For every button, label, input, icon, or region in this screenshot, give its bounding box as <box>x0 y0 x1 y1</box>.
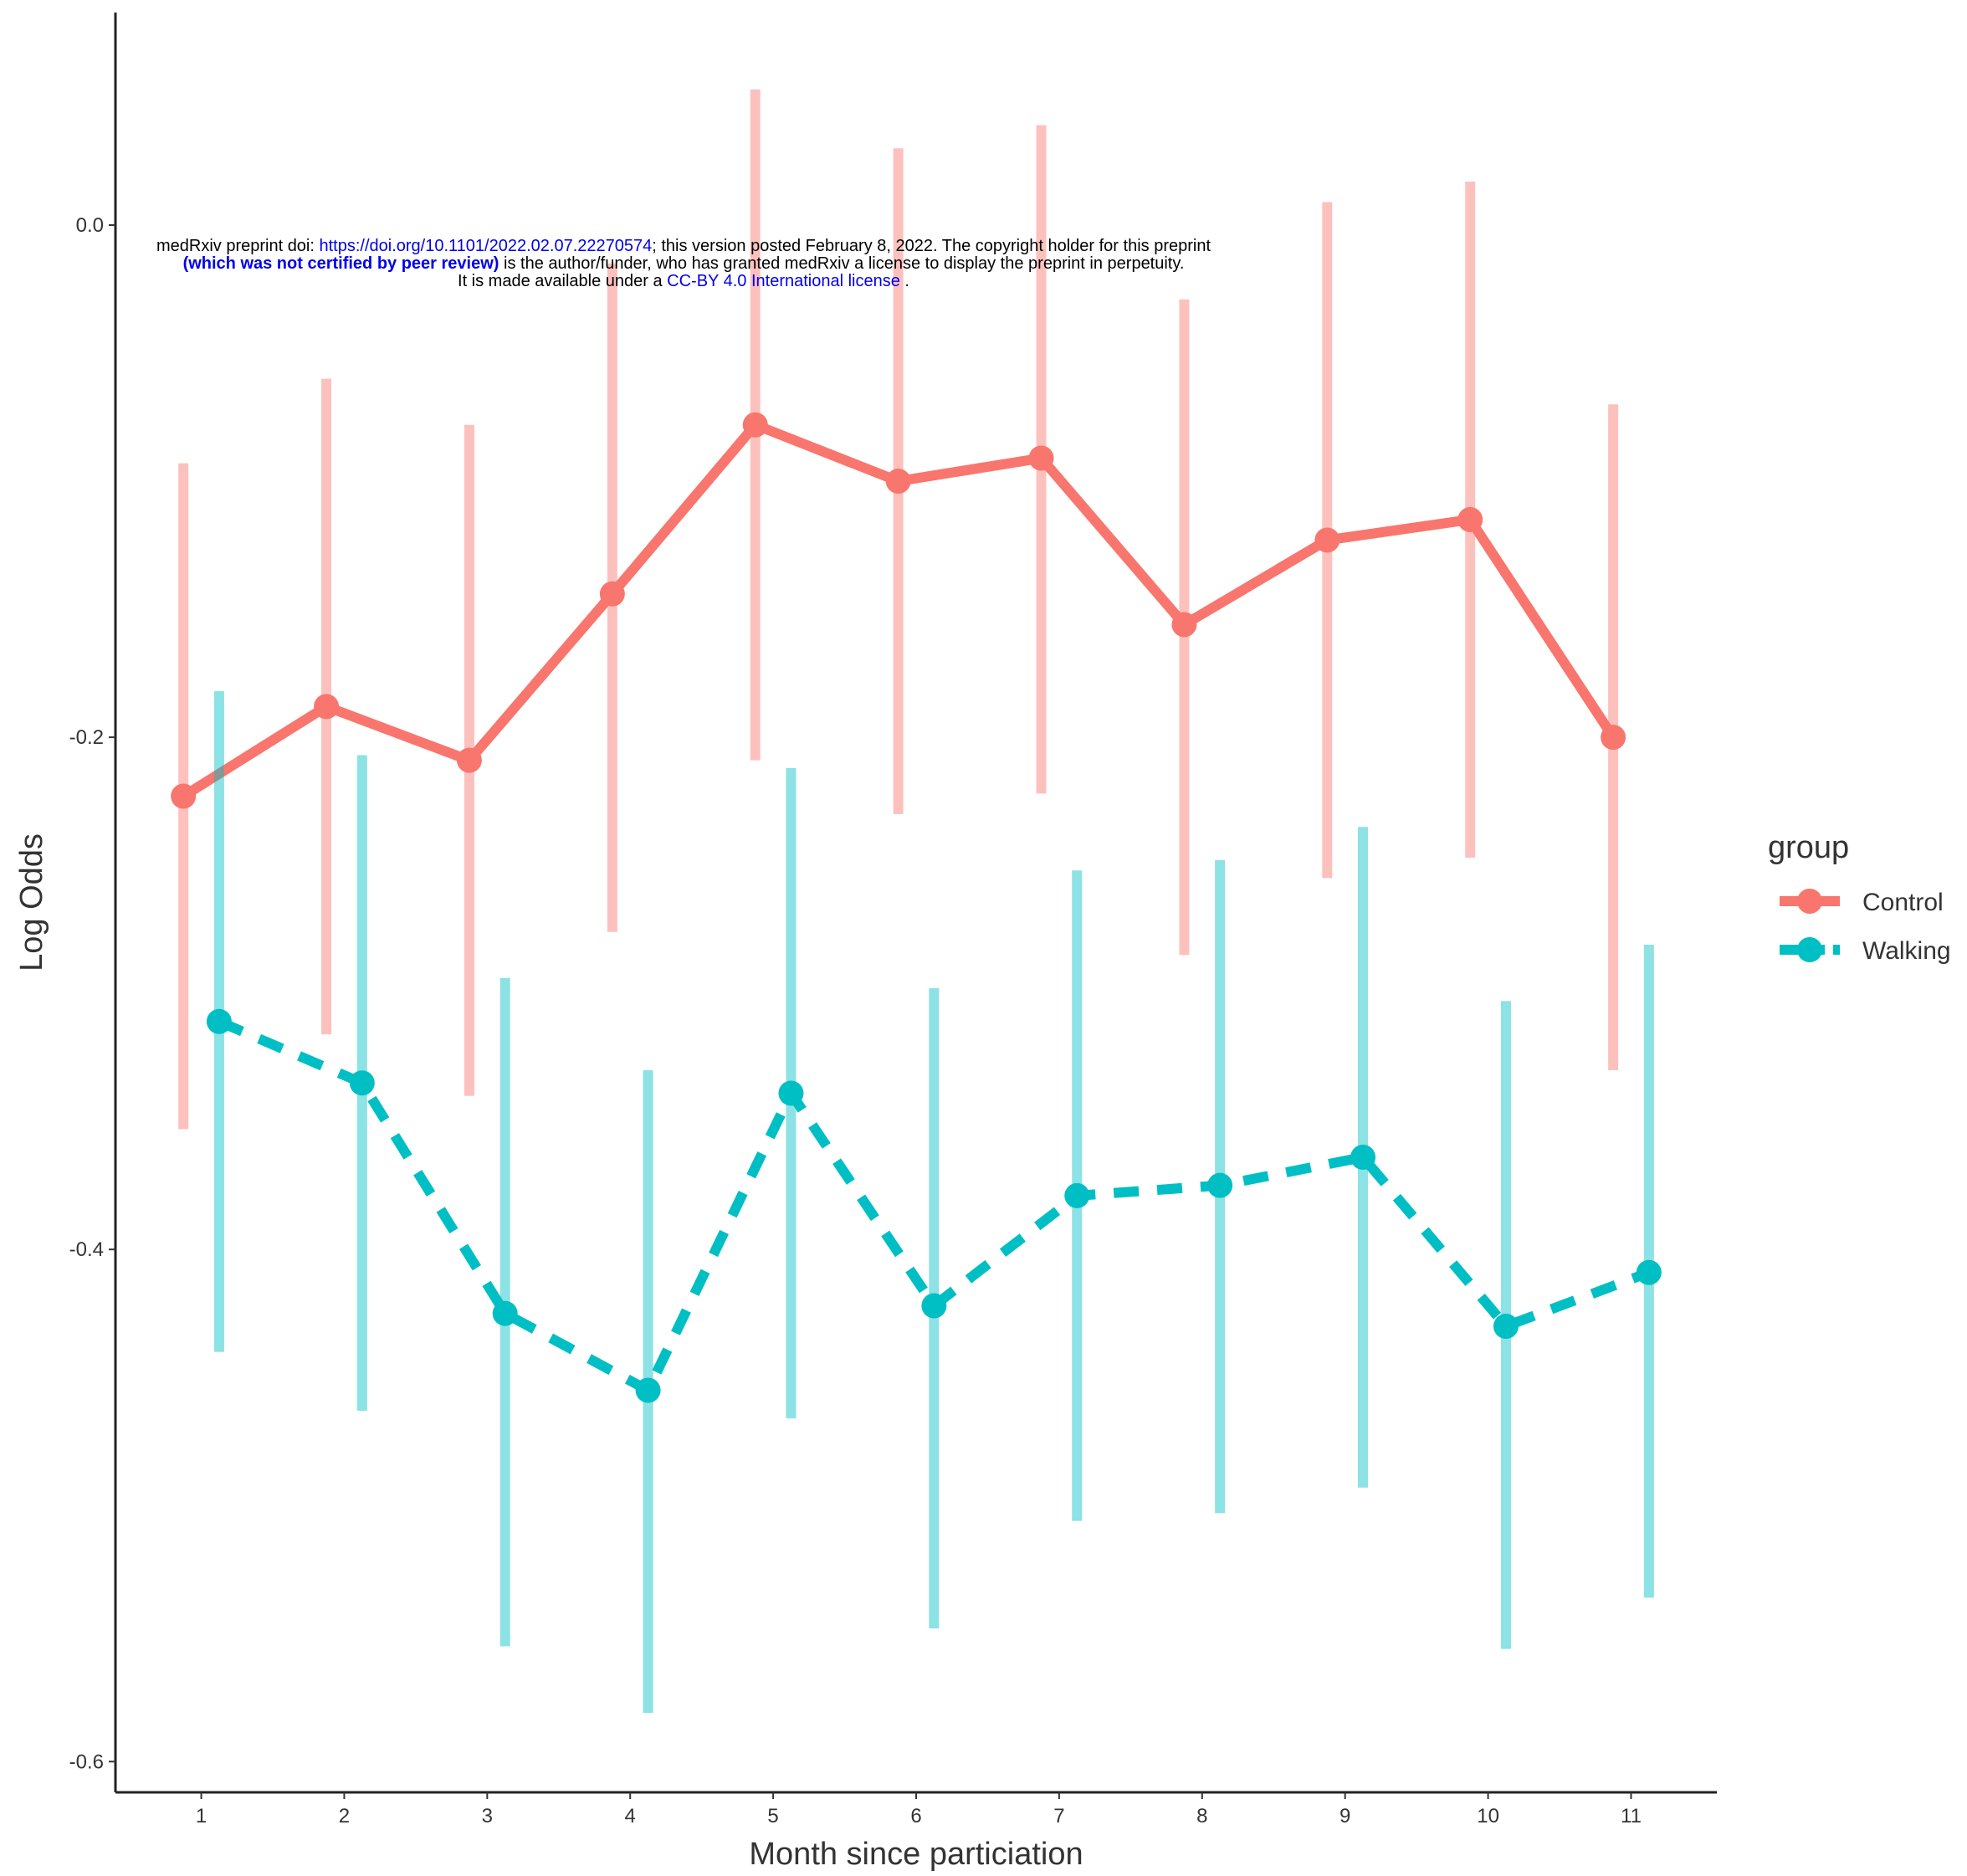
doi-link[interactable]: https://doi.org/10.1101/2022.02.07.22270… <box>319 237 653 255</box>
x-tick-label: 8 <box>1196 1805 1207 1827</box>
y-axis-title: Log Odds <box>14 833 49 971</box>
legend-key-point <box>1797 937 1822 962</box>
point <box>1314 527 1340 553</box>
point <box>492 1300 518 1326</box>
notice-line: (which was not certified by peer review)… <box>0 255 1367 273</box>
point <box>1457 506 1483 532</box>
point <box>885 469 911 495</box>
point <box>314 694 340 720</box>
license-link[interactable]: CC-BY 4.0 International license <box>667 272 900 290</box>
notice-line: medRxiv preprint doi: https://doi.org/10… <box>0 238 1367 255</box>
legend-label: Walking <box>1862 937 1951 965</box>
point <box>1171 612 1197 638</box>
notice-text: is the author/funder, who has granted me… <box>499 254 1185 273</box>
notice-text: . <box>899 272 909 290</box>
x-tick-label: 5 <box>767 1805 778 1827</box>
point <box>349 1070 375 1096</box>
y-tick-label: 0.0 <box>76 214 104 237</box>
x-tick-label: 1 <box>196 1805 207 1827</box>
point <box>1350 1145 1376 1171</box>
y-tick-label: -0.4 <box>69 1238 104 1261</box>
point <box>1493 1314 1519 1340</box>
point <box>635 1377 661 1403</box>
x-tick-label: 10 <box>1477 1805 1499 1827</box>
point <box>1207 1172 1233 1198</box>
x-tick-label: 3 <box>482 1805 493 1827</box>
point <box>1636 1259 1662 1285</box>
point <box>456 747 482 773</box>
notice-line: It is made available under a CC-BY 4.0 I… <box>0 273 1367 290</box>
notice-text: It is made available under a <box>458 272 668 290</box>
preprint-notice: medRxiv preprint doi: https://doi.org/10… <box>0 238 1367 290</box>
y-tick-label: -0.6 <box>69 1750 104 1773</box>
x-tick-label: 2 <box>339 1805 350 1827</box>
x-axis-title: Month since particiation <box>749 1837 1083 1872</box>
notice-text: ; this version posted February 8, 2022. … <box>652 237 1211 255</box>
x-tick-label: 9 <box>1340 1805 1350 1827</box>
notice-emphasis: (which was not certified by peer review) <box>182 254 499 273</box>
notice-text: medRxiv preprint doi: <box>156 237 320 255</box>
point <box>778 1080 804 1106</box>
point <box>1601 725 1626 751</box>
legend-label: Control <box>1862 889 1944 916</box>
x-tick-label: 6 <box>910 1805 921 1827</box>
point <box>1028 445 1054 471</box>
y-tick-label: -0.2 <box>69 726 104 749</box>
point <box>599 581 625 607</box>
x-tick-label: 11 <box>1621 1805 1642 1827</box>
legend-title: group <box>1768 830 1849 865</box>
point <box>206 1008 232 1034</box>
legend-key-point <box>1797 889 1822 914</box>
x-tick-label: 7 <box>1053 1805 1064 1827</box>
point <box>921 1293 947 1319</box>
point <box>1064 1182 1090 1208</box>
point <box>171 783 197 809</box>
x-tick-label: 4 <box>625 1805 636 1827</box>
point <box>742 412 768 438</box>
